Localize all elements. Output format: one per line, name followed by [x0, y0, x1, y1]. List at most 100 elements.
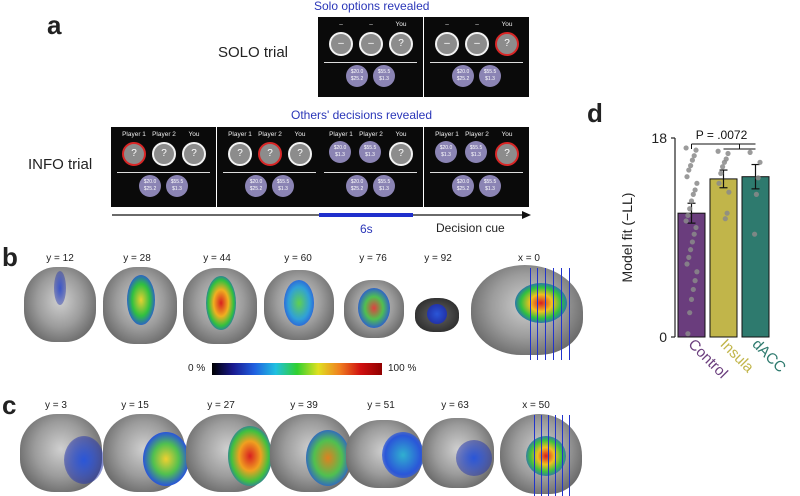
- header-player2: Player 2: [359, 131, 383, 138]
- bar-dacc: [741, 176, 770, 338]
- colorbar-min-label: 0 %: [188, 363, 206, 374]
- data-point: [716, 180, 722, 186]
- info-screen-3: Player 1 Player 2 You $20.0 $1.3 $55.5 $1.…: [318, 127, 423, 207]
- divider: [430, 62, 523, 63]
- data-point: [755, 175, 761, 181]
- payoff-option: $20.0 $25.2: [245, 175, 267, 197]
- data-point: [688, 247, 694, 253]
- solo-screen-2: – – You – – ? $20.0 $25.2 $55.5 $1.3: [424, 17, 529, 97]
- slice-label: y = 63: [441, 400, 469, 411]
- data-point: [691, 231, 697, 237]
- option-highlighted: ?: [495, 32, 519, 56]
- payoff-choice: $55.5 $1.3: [465, 141, 487, 163]
- data-point: [752, 231, 758, 237]
- option-unknown: ?: [152, 142, 176, 166]
- y-tick-label: 18: [651, 130, 667, 146]
- header-you: You: [395, 131, 407, 138]
- colorbar-max-label: 100 %: [388, 363, 417, 374]
- slice-label: x = 50: [522, 400, 550, 411]
- solo-trial-label: SOLO trial: [218, 44, 289, 61]
- data-point: [687, 206, 693, 212]
- payoff-option: $20.0 $25.2: [346, 65, 368, 87]
- slice-label: y = 3: [45, 400, 67, 411]
- slice-label: x = 0: [518, 253, 540, 264]
- header-player1: Player 1: [329, 131, 353, 138]
- option-unknown: ?: [288, 142, 312, 166]
- data-point: [688, 296, 695, 303]
- data-point: [688, 198, 695, 204]
- data-point: [686, 167, 692, 173]
- data-point: [720, 164, 726, 170]
- colorbar: [212, 363, 382, 375]
- header-you: You: [188, 131, 200, 138]
- payoff-choice: $20.0 $1.3: [329, 141, 351, 163]
- data-point: [683, 145, 689, 151]
- info-screen-4: Player 1 Player 2 You $20.0 $1.3 $55.5 $1.…: [424, 127, 529, 207]
- data-point: [685, 331, 691, 337]
- slice-line: [545, 268, 546, 360]
- divider: [117, 172, 210, 173]
- info-screen-2: Player 1 Player 2 You ? ? ? $20.0 $25.2 $…: [217, 127, 322, 207]
- header-dash: –: [369, 21, 373, 28]
- brain-slice: [344, 280, 404, 338]
- divider: [430, 172, 523, 173]
- payoff-option: $55.5 $1.3: [272, 175, 294, 197]
- solo-options-revealed-note: Solo options revealed: [314, 0, 430, 13]
- payoff-option: $55.5 $1.3: [479, 175, 501, 197]
- brain-sagittal: [471, 265, 583, 355]
- header-you: You: [501, 131, 513, 138]
- panel-label-d: d: [587, 98, 603, 128]
- data-point: [722, 216, 728, 222]
- brain-slice: [186, 414, 272, 492]
- option-highlighted: ?: [122, 142, 146, 166]
- panel-label-a: a: [47, 10, 62, 40]
- payoff-option: $20.0 $25.2: [139, 175, 161, 197]
- header-dash: –: [475, 21, 479, 28]
- solo-screen-1: – – You – – ? $20.0 $25.2 $55.5 $1.3: [318, 17, 423, 97]
- timeline-arrow: [112, 211, 531, 219]
- slice-label: y = 28: [123, 253, 151, 264]
- option-unknown: ?: [182, 142, 206, 166]
- payoff-option: $55.5 $1.3: [479, 65, 501, 87]
- slice-line: [537, 268, 538, 360]
- header-dash: –: [445, 21, 449, 28]
- slice-line: [534, 415, 535, 496]
- data-point: [689, 157, 695, 163]
- option-unknown: ?: [389, 142, 413, 166]
- slice-line: [569, 268, 570, 360]
- data-point: [694, 180, 700, 186]
- slice-line: [548, 415, 549, 496]
- brain-slice: [20, 414, 104, 492]
- data-point: [747, 149, 753, 155]
- brain-slice: [270, 414, 352, 492]
- bar-control: [677, 212, 706, 338]
- duration-label: 6s: [360, 222, 373, 236]
- data-point: [694, 269, 700, 275]
- data-point: [721, 159, 727, 165]
- option-unknown: ?: [228, 142, 252, 166]
- payoff-option: $20.0 $25.2: [452, 65, 474, 87]
- option-dash: –: [329, 32, 353, 56]
- brain-slice: [103, 414, 189, 492]
- payoff-option: $55.5 $1.3: [166, 175, 188, 197]
- payoff-option: $20.0 $25.2: [346, 175, 368, 197]
- brain-slice: [24, 267, 96, 342]
- slice-label: y = 27: [207, 400, 235, 411]
- data-point: [683, 218, 689, 224]
- divider: [223, 172, 316, 173]
- panel-label-c: c: [2, 390, 17, 420]
- brain-slice: [183, 268, 257, 344]
- data-point: [689, 239, 695, 245]
- slice-line: [569, 415, 570, 496]
- header-player1: Player 1: [435, 131, 459, 138]
- option-dash: –: [435, 32, 459, 56]
- option-highlighted: ?: [258, 142, 282, 166]
- data-point: [726, 189, 732, 195]
- brain-slice: [264, 270, 334, 340]
- data-point: [693, 147, 699, 153]
- data-point: [757, 159, 763, 165]
- divider: [324, 172, 417, 173]
- slice-label: y = 12: [46, 253, 74, 264]
- data-point: [684, 261, 690, 267]
